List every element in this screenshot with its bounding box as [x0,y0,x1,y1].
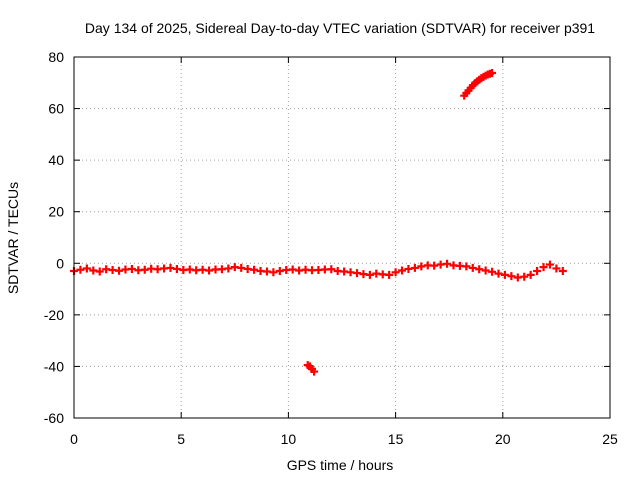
y-axis-label: SDTVAR / TECUs [5,182,21,294]
data-point [462,262,471,271]
plot-frame [73,56,611,419]
data-point [526,270,535,279]
series-low-excursion [303,361,319,376]
x-tick-label: 15 [388,431,404,447]
x-axis-label: GPS time / hours [287,457,394,473]
data-point [507,272,516,281]
data-point [250,265,259,274]
data-point [310,367,319,376]
y-tick-label: -20 [44,307,64,323]
data-point [385,270,394,279]
data-point [558,267,567,276]
y-tick-label: 0 [56,255,64,271]
data-point [475,265,484,274]
data-point [520,272,529,281]
data-point [488,68,497,77]
chart-title: Day 134 of 2025, Sidereal Day-to-day VTE… [85,20,595,36]
data-point [82,264,91,273]
data-point [539,263,548,272]
data-point [533,267,542,276]
data-point [127,264,136,273]
y-tick-label: 60 [48,101,64,117]
data-point [76,265,85,274]
y-tick-label: -40 [44,358,64,374]
y-tick-label: 20 [48,204,64,220]
axis-ticks: 0 5 10 15 20 25 -60 -40 -20 0 20 40 60 80 [44,49,618,447]
data-point [468,263,477,272]
data-point [410,263,419,272]
x-tick-label: 5 [177,431,185,447]
y-tick-label: -60 [44,410,64,426]
x-tick-label: 10 [281,431,297,447]
data-point [552,264,561,273]
data-point [269,268,278,277]
data-point [224,264,233,273]
data-point [95,267,104,276]
data-point [115,266,124,275]
x-tick-label: 20 [495,431,511,447]
data-point [365,270,374,279]
data-points [70,68,567,376]
data-point [327,265,336,274]
data-point [481,266,490,275]
series-main [70,259,567,282]
data-point [500,270,509,279]
series-high-excursion [460,68,497,100]
data-point [545,260,554,269]
data-point [443,259,452,268]
grid-lines [74,57,610,418]
data-point [494,269,503,278]
y-tick-label: 40 [48,152,64,168]
x-tick-label: 25 [602,431,618,447]
y-tick-label: 80 [48,49,64,65]
data-point [488,267,497,276]
x-tick-label: 0 [70,431,78,447]
data-point [398,266,407,275]
data-point [391,268,400,277]
